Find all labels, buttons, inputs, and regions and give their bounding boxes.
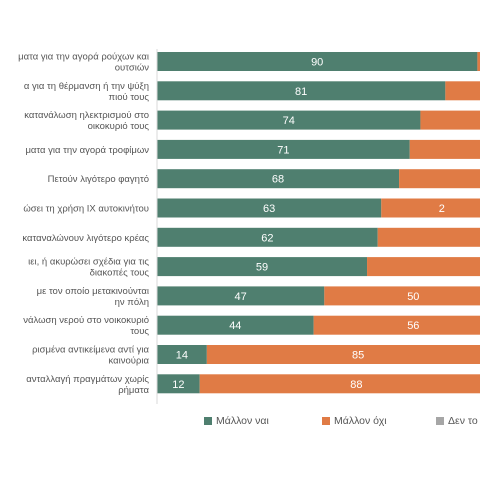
bar-segment xyxy=(377,227,480,247)
bar-value-label: 90 xyxy=(311,57,323,69)
bar-segment xyxy=(157,169,400,189)
legend-label: Μάλλον ναι xyxy=(216,415,269,427)
bar-value-label: 56 xyxy=(407,320,419,332)
bar-value-label: 68 xyxy=(272,174,284,186)
bar-segment xyxy=(157,345,207,364)
bar-value-label: 47 xyxy=(235,291,247,303)
bar-segment xyxy=(420,110,480,130)
bar-segment xyxy=(157,227,378,247)
bar-segment xyxy=(157,286,325,306)
category-label: καταναλώνουν λιγότερο κρέας xyxy=(22,233,149,244)
bar-segment xyxy=(399,169,480,189)
bar-segment xyxy=(157,52,478,71)
category-label: ματα για την αγορά ρούχων και ουτσιών xyxy=(18,52,149,74)
bar-segment xyxy=(409,139,480,159)
bar-segment xyxy=(324,286,480,306)
category-label: κατανάλωση ηλεκτρισμού στο οικοκυριό τους xyxy=(24,110,149,132)
bar-value-label: 74 xyxy=(283,115,295,127)
category-labels-layer: ματα για την αγορά ρούχων και ουτσιών α γι… xyxy=(18,52,149,396)
bar-value-label: 50 xyxy=(407,291,419,303)
category-label: ρισμένα αντικείμενα αντί για καινούρια xyxy=(32,345,149,367)
legend-label: Δεν το xyxy=(448,415,478,427)
bar-segment xyxy=(157,257,368,277)
legend-label: Μάλλον όχι xyxy=(334,415,387,427)
bar-value-label: 59 xyxy=(256,262,268,274)
category-label: ματα για την αγορά τροφίμων xyxy=(25,145,149,156)
legend-swatch xyxy=(436,417,444,425)
category-label: με τον οποίο μετακινούνται ην πόλη xyxy=(37,286,149,308)
category-label: Πετούν λιγότερο φαγητό xyxy=(48,174,149,185)
bar-segment xyxy=(206,345,480,364)
bar-segment xyxy=(157,81,446,101)
bar-segment xyxy=(157,315,314,335)
category-label: νάλωση νερού στο νοικοκυριό τους xyxy=(23,315,149,337)
bar-value-label: 63 xyxy=(263,203,275,215)
bar-value-label: 85 xyxy=(352,350,364,362)
bar-segment xyxy=(157,374,200,394)
legend-swatch xyxy=(322,417,330,425)
legend-swatch xyxy=(204,417,212,425)
bar-segment xyxy=(157,198,382,218)
bar-value-label: 44 xyxy=(229,320,241,332)
category-label: α για τη θέρμανση ή την ψύξη πιού τους xyxy=(24,81,149,103)
bar-segment xyxy=(445,81,480,101)
bar-segment xyxy=(157,110,421,130)
legend: Μάλλον ναι Μάλλον όχι Δεν το xyxy=(204,415,478,427)
category-label: ιει, ή ακυρώσει σχέδια για τις διακοπές τ… xyxy=(28,257,149,279)
bar-segment xyxy=(157,139,410,159)
bar-segment xyxy=(199,374,480,394)
category-label: ανταλλαγή πραγμάτων χωρίς ρήματα xyxy=(26,374,149,396)
bar-segment xyxy=(313,315,480,335)
bars-layer: 90 81 74 71 68 63 2 62 59 47 50 44 56 14 85 12 88 xyxy=(157,52,480,394)
bar-value-label: 14 xyxy=(176,350,188,362)
bar-segment xyxy=(367,257,480,277)
bar-value-label: 12 xyxy=(172,379,184,391)
category-label: ώσει τη χρήση ΙΧ αυτοκινήτου xyxy=(23,204,149,215)
bar-segment xyxy=(381,198,480,218)
bar-value-label: 2 xyxy=(439,203,445,215)
bar-value-label: 88 xyxy=(350,379,362,391)
bar-value-label: 71 xyxy=(277,144,289,156)
bar-value-label: 62 xyxy=(261,232,273,244)
bar-segment xyxy=(477,52,480,71)
bar-value-label: 81 xyxy=(295,86,307,98)
